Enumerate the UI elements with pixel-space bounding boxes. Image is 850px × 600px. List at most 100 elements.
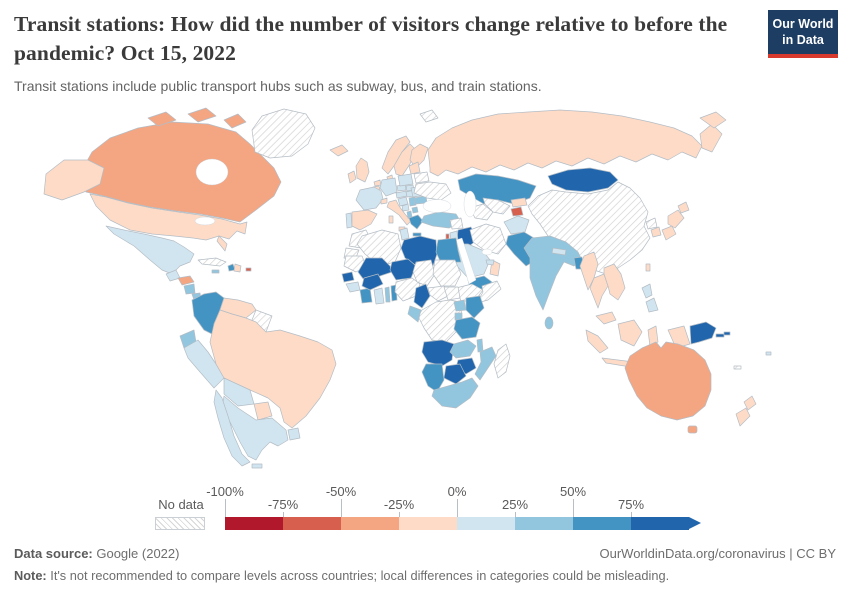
country-vietnam-laos-cambodia[interactable]	[603, 263, 626, 301]
country-honduras[interactable]	[177, 275, 195, 286]
country-united-kingdom[interactable]	[355, 157, 370, 183]
country-south-africa[interactable]	[431, 377, 479, 409]
country-niger[interactable]	[389, 258, 417, 281]
country-sri-lanka[interactable]	[544, 316, 554, 330]
country-mongolia[interactable]	[547, 167, 619, 193]
country-uae[interactable]	[485, 259, 495, 266]
country-solomon-islands[interactable]	[723, 331, 731, 336]
country-russia-chukotka[interactable]	[699, 111, 727, 129]
country-canada-arctic-3[interactable]	[223, 113, 247, 129]
country-belarus[interactable]	[413, 171, 430, 184]
country-philippines-mindanao[interactable]	[645, 297, 659, 313]
country-iran[interactable]	[469, 223, 507, 255]
country-japan-hokkaido[interactable]	[677, 201, 690, 214]
country-japan-honshu[interactable]	[667, 209, 685, 229]
legend-bin-1[interactable]	[283, 517, 341, 530]
country-india[interactable]	[523, 235, 583, 311]
country-south-korea[interactable]	[650, 226, 662, 238]
country-dominican-republic[interactable]	[233, 263, 242, 273]
country-nepal[interactable]	[551, 247, 567, 256]
legend-bin-2[interactable]	[341, 517, 399, 530]
country-north-macedonia[interactable]	[411, 206, 419, 214]
country-kenya[interactable]	[465, 295, 485, 319]
credit-link[interactable]: OurWorldinData.org/coronavirus | CC BY	[599, 546, 836, 561]
legend-bin-4[interactable]	[457, 517, 515, 530]
country-taiwan[interactable]	[645, 263, 651, 272]
country-myanmar[interactable]	[579, 251, 599, 291]
country-mexico[interactable]	[105, 225, 195, 275]
country-russia[interactable]	[427, 109, 703, 177]
country-egypt[interactable]	[435, 237, 462, 264]
country-greenland[interactable]	[251, 108, 316, 159]
legend-bin-3[interactable]	[399, 517, 457, 530]
country-bolivia[interactable]	[223, 377, 255, 407]
country-new-caledonia[interactable]	[733, 365, 742, 370]
country-canada[interactable]	[81, 121, 282, 223]
country-italy[interactable]	[386, 199, 412, 226]
country-canada-arctic-1[interactable]	[147, 111, 177, 127]
country-uganda[interactable]	[453, 299, 467, 312]
country-brazil[interactable]	[209, 309, 337, 429]
country-ghana[interactable]	[373, 287, 385, 305]
country-svalbard[interactable]	[419, 109, 439, 123]
country-indonesia-sulawesi[interactable]	[647, 325, 659, 348]
country-argentina[interactable]	[221, 395, 289, 461]
legend-bin-7[interactable]	[631, 517, 689, 530]
country-guinea[interactable]	[345, 281, 361, 293]
country-new-zealand-north[interactable]	[743, 395, 757, 411]
legend-bin-5[interactable]	[515, 517, 573, 530]
country-iceland[interactable]	[329, 144, 349, 157]
country-greece[interactable]	[408, 214, 424, 230]
country-netherlands[interactable]	[373, 179, 382, 187]
country-gabon[interactable]	[407, 305, 422, 323]
country-chile[interactable]	[213, 389, 251, 467]
country-bosnia[interactable]	[401, 203, 410, 212]
country-south-sudan[interactable]	[443, 286, 461, 301]
country-north-korea[interactable]	[645, 217, 658, 230]
country-japan-south[interactable]	[661, 225, 677, 241]
country-somalia[interactable]	[476, 280, 502, 304]
country-ireland[interactable]	[347, 170, 357, 184]
country-tajikistan[interactable]	[510, 206, 524, 217]
country-poland[interactable]	[397, 173, 414, 187]
country-indonesia-sumatra[interactable]	[585, 329, 609, 354]
country-madagascar[interactable]	[493, 343, 511, 379]
country-finland[interactable]	[409, 143, 429, 169]
country-jamaica[interactable]	[211, 269, 220, 274]
country-kyrgyzstan[interactable]	[510, 197, 528, 208]
country-baltic-states[interactable]	[408, 161, 421, 175]
country-senegal[interactable]	[341, 271, 355, 283]
country-syria[interactable]	[449, 217, 464, 230]
country-germany[interactable]	[379, 177, 398, 197]
country-malaysia[interactable]	[595, 311, 617, 325]
country-australia[interactable]	[624, 341, 712, 421]
country-afghanistan[interactable]	[503, 215, 530, 235]
country-greece-crete[interactable]	[412, 232, 422, 237]
country-png-new-britain[interactable]	[715, 333, 725, 338]
country-australia-tasmania[interactable]	[687, 425, 698, 434]
country-ukraine[interactable]	[413, 181, 452, 201]
country-france[interactable]	[355, 186, 384, 211]
country-new-zealand-south[interactable]	[735, 407, 751, 427]
country-united-states[interactable]	[89, 193, 248, 241]
country-papua-new-guinea[interactable]	[689, 321, 717, 345]
country-tunisia[interactable]	[399, 227, 410, 241]
country-spain[interactable]	[351, 209, 378, 231]
country-puerto-rico[interactable]	[245, 267, 252, 272]
country-philippines-luzon[interactable]	[641, 283, 653, 299]
country-indonesia-borneo[interactable]	[617, 319, 643, 347]
country-burkina-faso[interactable]	[361, 273, 384, 291]
country-tierra-del-fuego[interactable]	[251, 463, 263, 469]
country-russia-kamchatka[interactable]	[699, 123, 723, 153]
country-cameroon[interactable]	[413, 283, 431, 309]
legend-bin-6[interactable]	[573, 517, 631, 530]
country-canada-arctic-2[interactable]	[187, 107, 217, 123]
owid-logo[interactable]: Our World in Data	[768, 10, 838, 59]
country-united-states-florida[interactable]	[216, 235, 228, 252]
country-portugal[interactable]	[345, 212, 353, 229]
country-angola[interactable]	[421, 339, 455, 367]
country-malawi[interactable]	[476, 338, 484, 353]
no-data-swatch[interactable]	[155, 517, 205, 530]
country-norway[interactable]	[381, 135, 411, 175]
country-uzbekistan[interactable]	[482, 197, 511, 215]
